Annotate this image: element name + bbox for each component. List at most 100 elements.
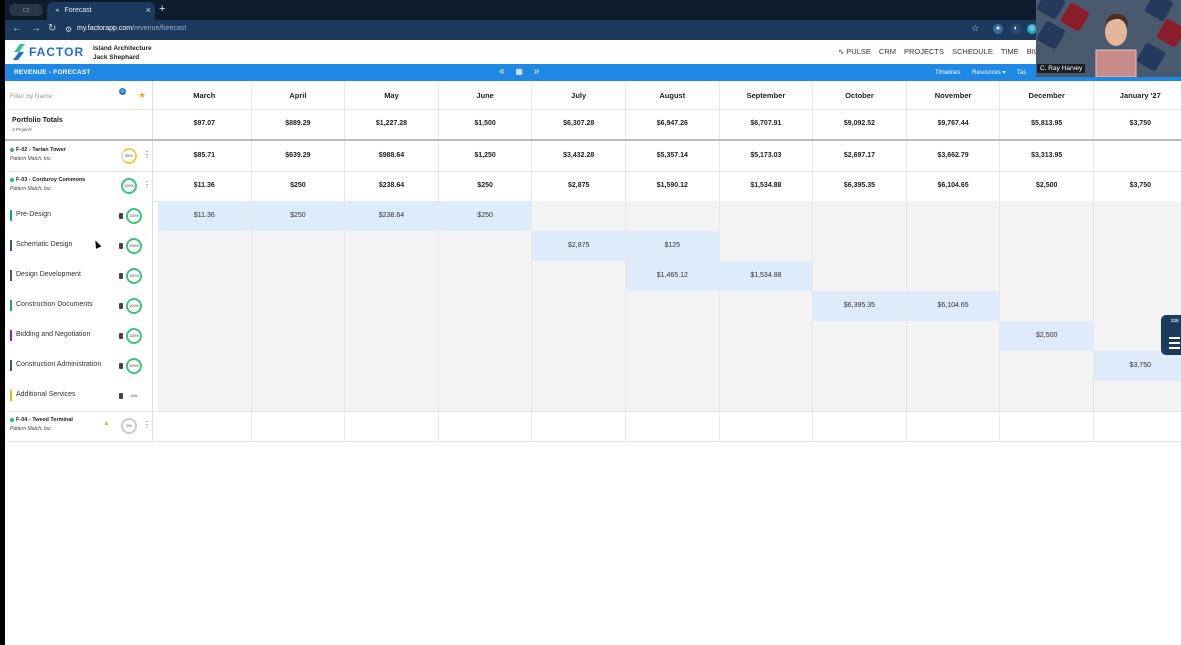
nav-pulse[interactable]: PULSE: [846, 47, 871, 56]
more-options-icon[interactable]: ⋮: [143, 180, 151, 189]
project-month-cell: $2,875: [532, 171, 626, 201]
logo-text[interactable]: FACTOR: [29, 45, 85, 59]
phase-label-cell[interactable]: Construction Administration 100%: [5, 351, 153, 381]
progress-ring: 89%: [121, 148, 137, 164]
phase-label: Construction Administration: [16, 361, 102, 368]
project-label[interactable]: F-04 - Tweed Terminal Pattern Match, Inc…: [5, 411, 153, 441]
document-icon[interactable]: [119, 213, 123, 219]
extension-icon[interactable]: ●: [993, 24, 1003, 34]
phase-row[interactable]: Schematic Design 100% $2,875 $125: [5, 231, 1181, 261]
document-icon[interactable]: [119, 333, 123, 339]
phase-month-cell: [906, 261, 1001, 291]
help-badge: 236: [1170, 318, 1180, 323]
filter-badge: 2: [119, 88, 126, 95]
phase-row[interactable]: Pre-Design 100% $11.36 $250 $238.64 $250: [5, 201, 1181, 231]
tab-close-icon[interactable]: ×: [145, 5, 151, 15]
phase-label-cell[interactable]: Pre-Design 100%: [5, 201, 153, 231]
forward-icon[interactable]: →: [31, 23, 41, 34]
month-header: August: [626, 81, 720, 111]
phase-row[interactable]: Bidding and Negotiation 100% $2,500: [5, 321, 1181, 351]
project-month-cell: $6,395.35: [813, 171, 907, 201]
extension-icon[interactable]: ◐: [1011, 24, 1021, 34]
portfolio-total-cell: $1,227.28: [345, 109, 439, 139]
timelines-link[interactable]: Timelines: [935, 70, 961, 76]
project-month-cell: [1094, 411, 1181, 441]
tasks-link[interactable]: Tas: [1017, 70, 1027, 76]
calendar-icon[interactable]: ▦: [515, 67, 523, 76]
phase-label-cell[interactable]: Design Development 100%: [5, 261, 153, 291]
browser-tab[interactable]: ◂ Forecast ×: [47, 2, 155, 20]
phase-month-cell: [438, 231, 533, 261]
document-icon[interactable]: [119, 303, 123, 309]
document-icon[interactable]: [119, 243, 123, 249]
phase-month-cell: $3,750: [1094, 351, 1181, 381]
bookmark-star-icon[interactable]: ☆: [971, 23, 980, 33]
nav-billing[interactable]: BIL: [1026, 47, 1039, 56]
back-icon[interactable]: ←: [12, 23, 22, 34]
next-period-button[interactable]: »: [533, 66, 540, 77]
phase-color-bar: [10, 300, 12, 311]
nav-schedule[interactable]: SCHEDULE: [952, 47, 993, 56]
more-options-icon[interactable]: ⋮: [143, 150, 151, 159]
new-tab-button[interactable]: +: [159, 3, 166, 15]
progress-ring: 100%: [121, 178, 137, 194]
phase-month-cell: [345, 231, 439, 261]
warning-icon[interactable]: ▲: [103, 420, 110, 427]
phase-month-cell: [438, 351, 533, 381]
star-icon[interactable]: ★: [138, 90, 147, 100]
extension-icon[interactable]: ◎: [1027, 24, 1037, 34]
portfolio-total-cell: $889.29: [252, 109, 346, 139]
phase-month-cell: [1000, 381, 1094, 411]
help-widget[interactable]: [1161, 315, 1181, 355]
project-name-text: F-02 - Tartan Tower: [16, 147, 66, 153]
phase-color-bar: [10, 330, 12, 341]
window-switcher-icon[interactable]: ▭: [9, 4, 43, 16]
phase-month-cell: $6,104.65: [906, 291, 1001, 321]
user-name: Jack Shephard: [93, 54, 140, 61]
phase-row[interactable]: Construction Documents 100% $6,395.35 $6,…: [5, 291, 1181, 321]
project-label[interactable]: F-02 - Tartan Tower Pattern Match, Inc. …: [5, 141, 153, 171]
reload-icon[interactable]: ↻: [48, 23, 57, 34]
phase-month-cell: [1094, 231, 1181, 261]
document-icon[interactable]: [119, 273, 123, 279]
nav-time[interactable]: TIME: [1000, 47, 1019, 56]
phase-month-cell: [532, 381, 626, 411]
phase-month-cell: [1000, 261, 1094, 291]
phase-month-cell: [532, 351, 626, 381]
prev-period-button[interactable]: «: [499, 66, 505, 77]
month-header: June: [439, 81, 533, 111]
project-row[interactable]: F-02 - Tartan Tower Pattern Match, Inc. …: [5, 141, 1181, 171]
filter-input[interactable]: Filter by Name: [10, 93, 53, 100]
phase-label-cell[interactable]: Additional Services N/A: [5, 381, 153, 411]
phase-month-cell: [626, 381, 720, 411]
project-month-cell: $639.29: [252, 141, 346, 171]
project-row[interactable]: F-03 - Corduroy Commons Pattern Match, I…: [5, 171, 1181, 201]
phase-month-cell: [532, 201, 626, 231]
phase-month-cell: [626, 201, 720, 231]
progress-ring: 100%: [126, 208, 142, 224]
nav-projects[interactable]: PROJECTS: [904, 47, 945, 56]
phase-row[interactable]: Additional Services N/A: [5, 381, 1181, 411]
project-month-cell: [813, 411, 907, 441]
document-icon[interactable]: [119, 393, 123, 399]
nav-crm[interactable]: CRM: [878, 47, 896, 56]
phase-month-cell: [813, 321, 907, 351]
phase-month-cell: $238.64: [345, 201, 439, 231]
filter-icon[interactable]: ⏷: [120, 91, 126, 98]
document-icon[interactable]: [119, 363, 123, 369]
phase-row[interactable]: Design Development 100% $1,465.12 $1,534.…: [5, 261, 1181, 291]
project-label[interactable]: F-03 - Corduroy Commons Pattern Match, I…: [5, 171, 153, 201]
project-row[interactable]: F-04 - Tweed Terminal Pattern Match, Inc…: [5, 411, 1181, 441]
month-header: December: [1000, 81, 1094, 111]
phase-month-cell: [813, 231, 907, 261]
phase-row[interactable]: Construction Administration 100% $3,750: [5, 351, 1181, 381]
phase-label-cell[interactable]: Schematic Design 100%: [5, 231, 153, 261]
phase-month-cell: [906, 351, 1001, 381]
project-name-text: F-04 - Tweed Terminal: [16, 417, 73, 423]
resources-dropdown[interactable]: Resources ▾: [972, 70, 1006, 76]
url-field[interactable]: my.factorapp.com/revenue/forecast: [77, 25, 186, 32]
more-options-icon[interactable]: ⋮: [143, 420, 151, 429]
phase-label-cell[interactable]: Bidding and Negotiation 100%: [5, 321, 153, 351]
site-info-icon[interactable]: ⚙: [65, 25, 73, 34]
phase-label-cell[interactable]: Construction Documents 100%: [5, 291, 153, 321]
